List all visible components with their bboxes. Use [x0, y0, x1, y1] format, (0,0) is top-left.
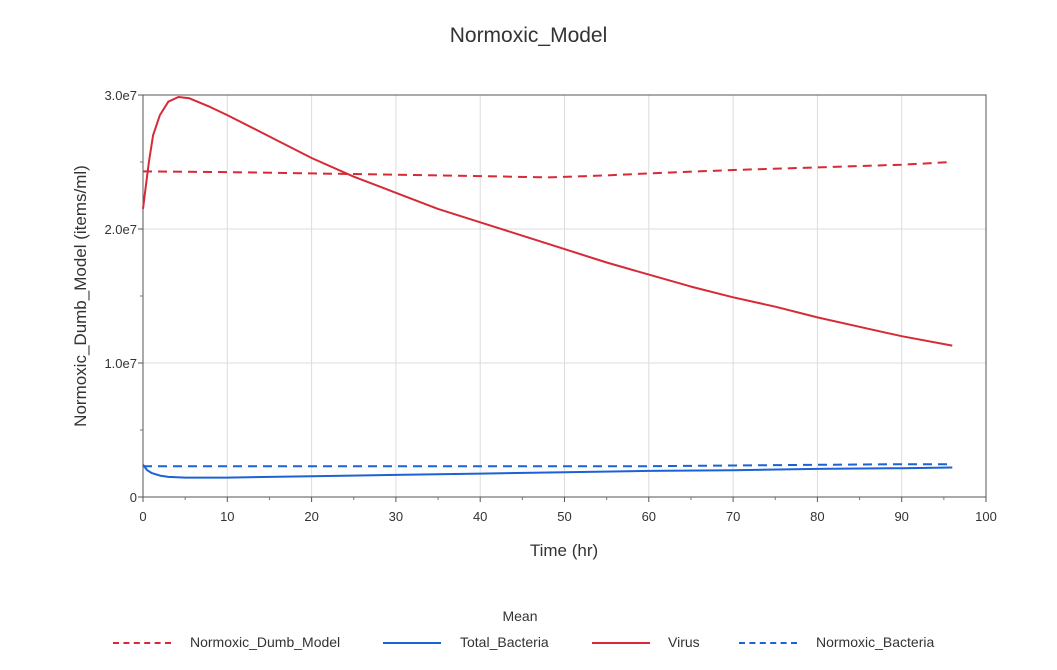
series-line-normoxic-bacteria [143, 463, 953, 468]
legend-label: Total_Bacteria [460, 634, 549, 650]
legend-item-normoxic-dumb-model[interactable]: Normoxic_Dumb_Model [113, 634, 353, 652]
line-chart: 0 10 20 30 40 50 60 70 80 90 100 01.0e72.0e73.0e7 … [71, 88, 997, 560]
x-axis-label: Time (hr) [530, 541, 598, 560]
y-tick-label: 0 [130, 490, 137, 505]
x-tick-label: 10 [220, 509, 234, 524]
y-tick-label: 2.0e7 [104, 222, 137, 237]
legend-item-total-bacteria[interactable]: Total_Bacteria [383, 634, 583, 652]
x-tick-label: 70 [726, 509, 740, 524]
series-line-normoxic-dumb-model [142, 161, 953, 179]
legend-swatch-solid-blue [383, 642, 441, 644]
x-tick-label: 80 [810, 509, 824, 524]
y-axis-ticks: 0 1.0e7 2.0e7 3.0e7 [104, 88, 143, 505]
y-axis-label: Normoxic_Dumb_Model (items/ml) [71, 165, 90, 427]
grid-lines [143, 95, 986, 497]
x-tick-label: 90 [894, 509, 908, 524]
x-tick-label: 60 [642, 509, 656, 524]
x-tick-label: 50 [557, 509, 571, 524]
x-tick-label: 0 [139, 509, 146, 524]
legend-item-virus[interactable]: Virus [592, 634, 712, 652]
x-tick-label: 30 [389, 509, 403, 524]
x-tick-label: 40 [473, 509, 487, 524]
x-axis-ticks: 0 10 20 30 40 50 60 70 80 90 100 [139, 497, 997, 524]
series-lines [142, 96, 953, 479]
chart-title: Normoxic_Model [449, 24, 608, 47]
legend-label: Normoxic_Dumb_Model [190, 634, 341, 650]
legend-label: Normoxic_Bacteria [816, 634, 935, 650]
y-tick-label: 1.0e7 [104, 356, 137, 371]
legend-item-normoxic-bacteria[interactable]: Normoxic_Bacteria [739, 634, 959, 652]
legend-swatch-dashed-blue [739, 642, 797, 644]
legend-swatch-dashed-red [113, 642, 171, 644]
legend-label: Virus [668, 634, 700, 650]
series-line-virus [142, 96, 953, 347]
legend-swatch-solid-red [592, 642, 650, 644]
x-tick-label: 20 [304, 509, 318, 524]
y-tick-label: 3.0e7 [104, 88, 137, 103]
x-tick-label: 100 [975, 509, 997, 524]
legend-title: Mean [502, 608, 538, 624]
series-line-total-bacteria [142, 464, 953, 479]
